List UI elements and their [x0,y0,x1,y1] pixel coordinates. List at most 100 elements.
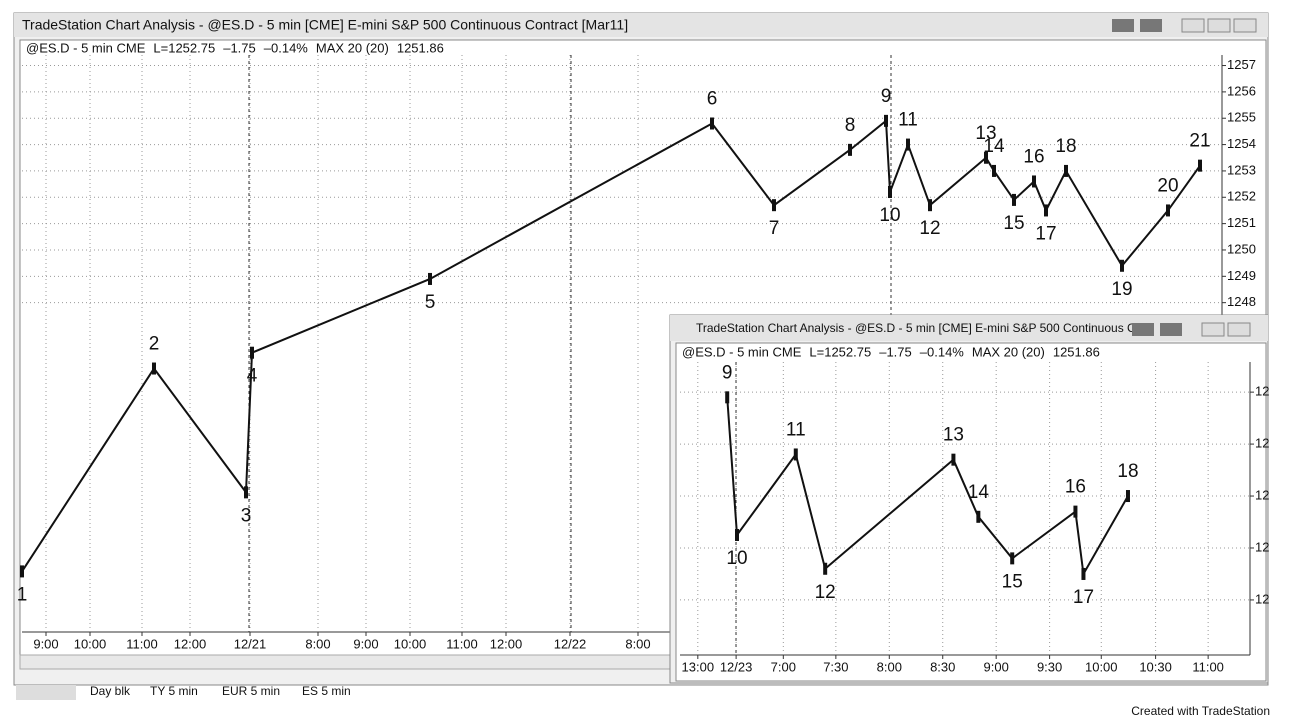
swing-label: 13 [975,123,996,144]
tabs: Day blk TY 5 min EUR 5 min ES 5 min [16,684,351,700]
swing-point [1073,505,1078,518]
swing-label: 14 [968,482,990,503]
x-tick-label: 9:00 [33,636,58,651]
header-change_pct: –0.14% [264,40,309,55]
x-tick-label: 11:00 [1192,659,1224,674]
swing-point [848,143,852,156]
swing-point [888,186,892,199]
x-tick-label: 8:00 [877,659,902,674]
x-tick-label: 11:00 [126,636,158,651]
menu-button[interactable] [1132,323,1154,336]
close-button[interactable] [1233,18,1257,33]
title-bar [14,13,1268,37]
swing-label: 3 [241,505,252,526]
menu-button[interactable] [1160,323,1182,336]
swing-point [1010,552,1015,565]
swing-point [1120,259,1124,272]
swing-label: 10 [879,205,900,226]
swing-label: 10 [726,548,747,569]
swing-label: 12 [919,218,940,239]
tab-nav[interactable] [16,685,76,700]
maximize-button[interactable] [1207,18,1231,33]
swing-point [1032,175,1036,188]
swing-label: 14 [983,136,1005,157]
menu-button[interactable] [1140,19,1162,32]
swing-point [725,391,730,404]
swing-label: 13 [943,425,964,446]
x-tick-label: 12/23 [720,659,753,674]
x-tick-label: 10:30 [1139,659,1172,674]
header-last: L=1252.75 [153,40,215,55]
maximize-button[interactable] [1227,322,1251,337]
y-tick-label: 1248 [1227,294,1256,309]
header-symbol: @ES.D - 5 min CME [26,40,146,55]
swing-label: 21 [1189,131,1210,152]
swing-label: 5 [425,292,436,313]
footer: Created with TradeStation [1131,704,1270,718]
x-tick-label: 9:00 [984,659,1009,674]
swing-point [1012,193,1016,206]
swing-point [1198,159,1202,172]
y-tick-label: 12 [1255,539,1269,554]
tab[interactable]: EUR 5 min [222,684,280,698]
inset-chart-area [675,342,1267,682]
swing-point [928,199,932,212]
tab[interactable]: TY 5 min [150,684,198,698]
x-tick-label: 10:00 [394,636,427,651]
menu-button[interactable] [1112,19,1134,32]
header-indicator_value: 1251.86 [1053,344,1100,359]
swing-label: 12 [815,582,836,603]
y-tick-label: 1250 [1227,241,1256,256]
x-tick-label: 12:00 [174,636,207,651]
swing-label: 11 [898,110,918,131]
minimize-button[interactable] [1181,18,1205,33]
header-change_pct: –0.14% [920,344,965,359]
price-path [726,397,1129,578]
y-tick-label: 1249 [1227,268,1256,283]
swing-label: 20 [1157,175,1178,196]
x-tick-label: 12/21 [234,636,267,651]
swing-point [710,117,714,130]
y-tick-label: 1256 [1227,83,1256,98]
y-tick-label: 1257 [1227,57,1256,72]
swing-point [428,272,432,285]
swing-label: 2 [149,334,160,355]
swing-point [1044,204,1048,217]
swing-label: 15 [1003,213,1024,234]
minimize-button[interactable] [1201,322,1225,337]
swing-point [772,199,776,212]
swing-point [152,362,156,375]
swing-label: 9 [881,86,892,107]
y-tick-label: 1252 [1227,189,1256,204]
swing-point [250,346,254,359]
swing-point [951,453,956,466]
swing-label: 7 [769,218,780,239]
header-change: –1.75 [223,40,256,55]
x-tick-label: 9:00 [353,636,378,651]
swing-label: 6 [707,89,718,110]
swing-point [976,510,981,523]
swing-label: 11 [786,419,806,440]
swing-point [823,562,828,575]
y-tick-label: 1254 [1227,136,1256,151]
tab[interactable]: Day blk [90,684,131,698]
header-last: L=1252.75 [809,344,871,359]
swing-label: 16 [1023,146,1044,167]
x-tick-label: 12:00 [490,636,523,651]
swing-label: 8 [845,115,856,136]
swing-point [20,565,24,578]
y-tick-label: 1251 [1227,215,1256,230]
header-indicator_value: 1251.86 [397,40,444,55]
tab[interactable]: ES 5 min [302,684,351,698]
swing-label: 15 [1002,571,1023,592]
y-tick-label: 12 [1255,591,1269,606]
x-tick-label: 12/22 [554,636,587,651]
swing-point [992,164,996,177]
header-indicator: MAX 20 (20) [316,40,389,55]
swing-label: 9 [722,362,733,383]
swing-label: 1 [17,584,28,605]
x-tick-label: 13:00 [682,659,715,674]
swing-point [244,486,248,499]
swing-point [884,114,888,127]
